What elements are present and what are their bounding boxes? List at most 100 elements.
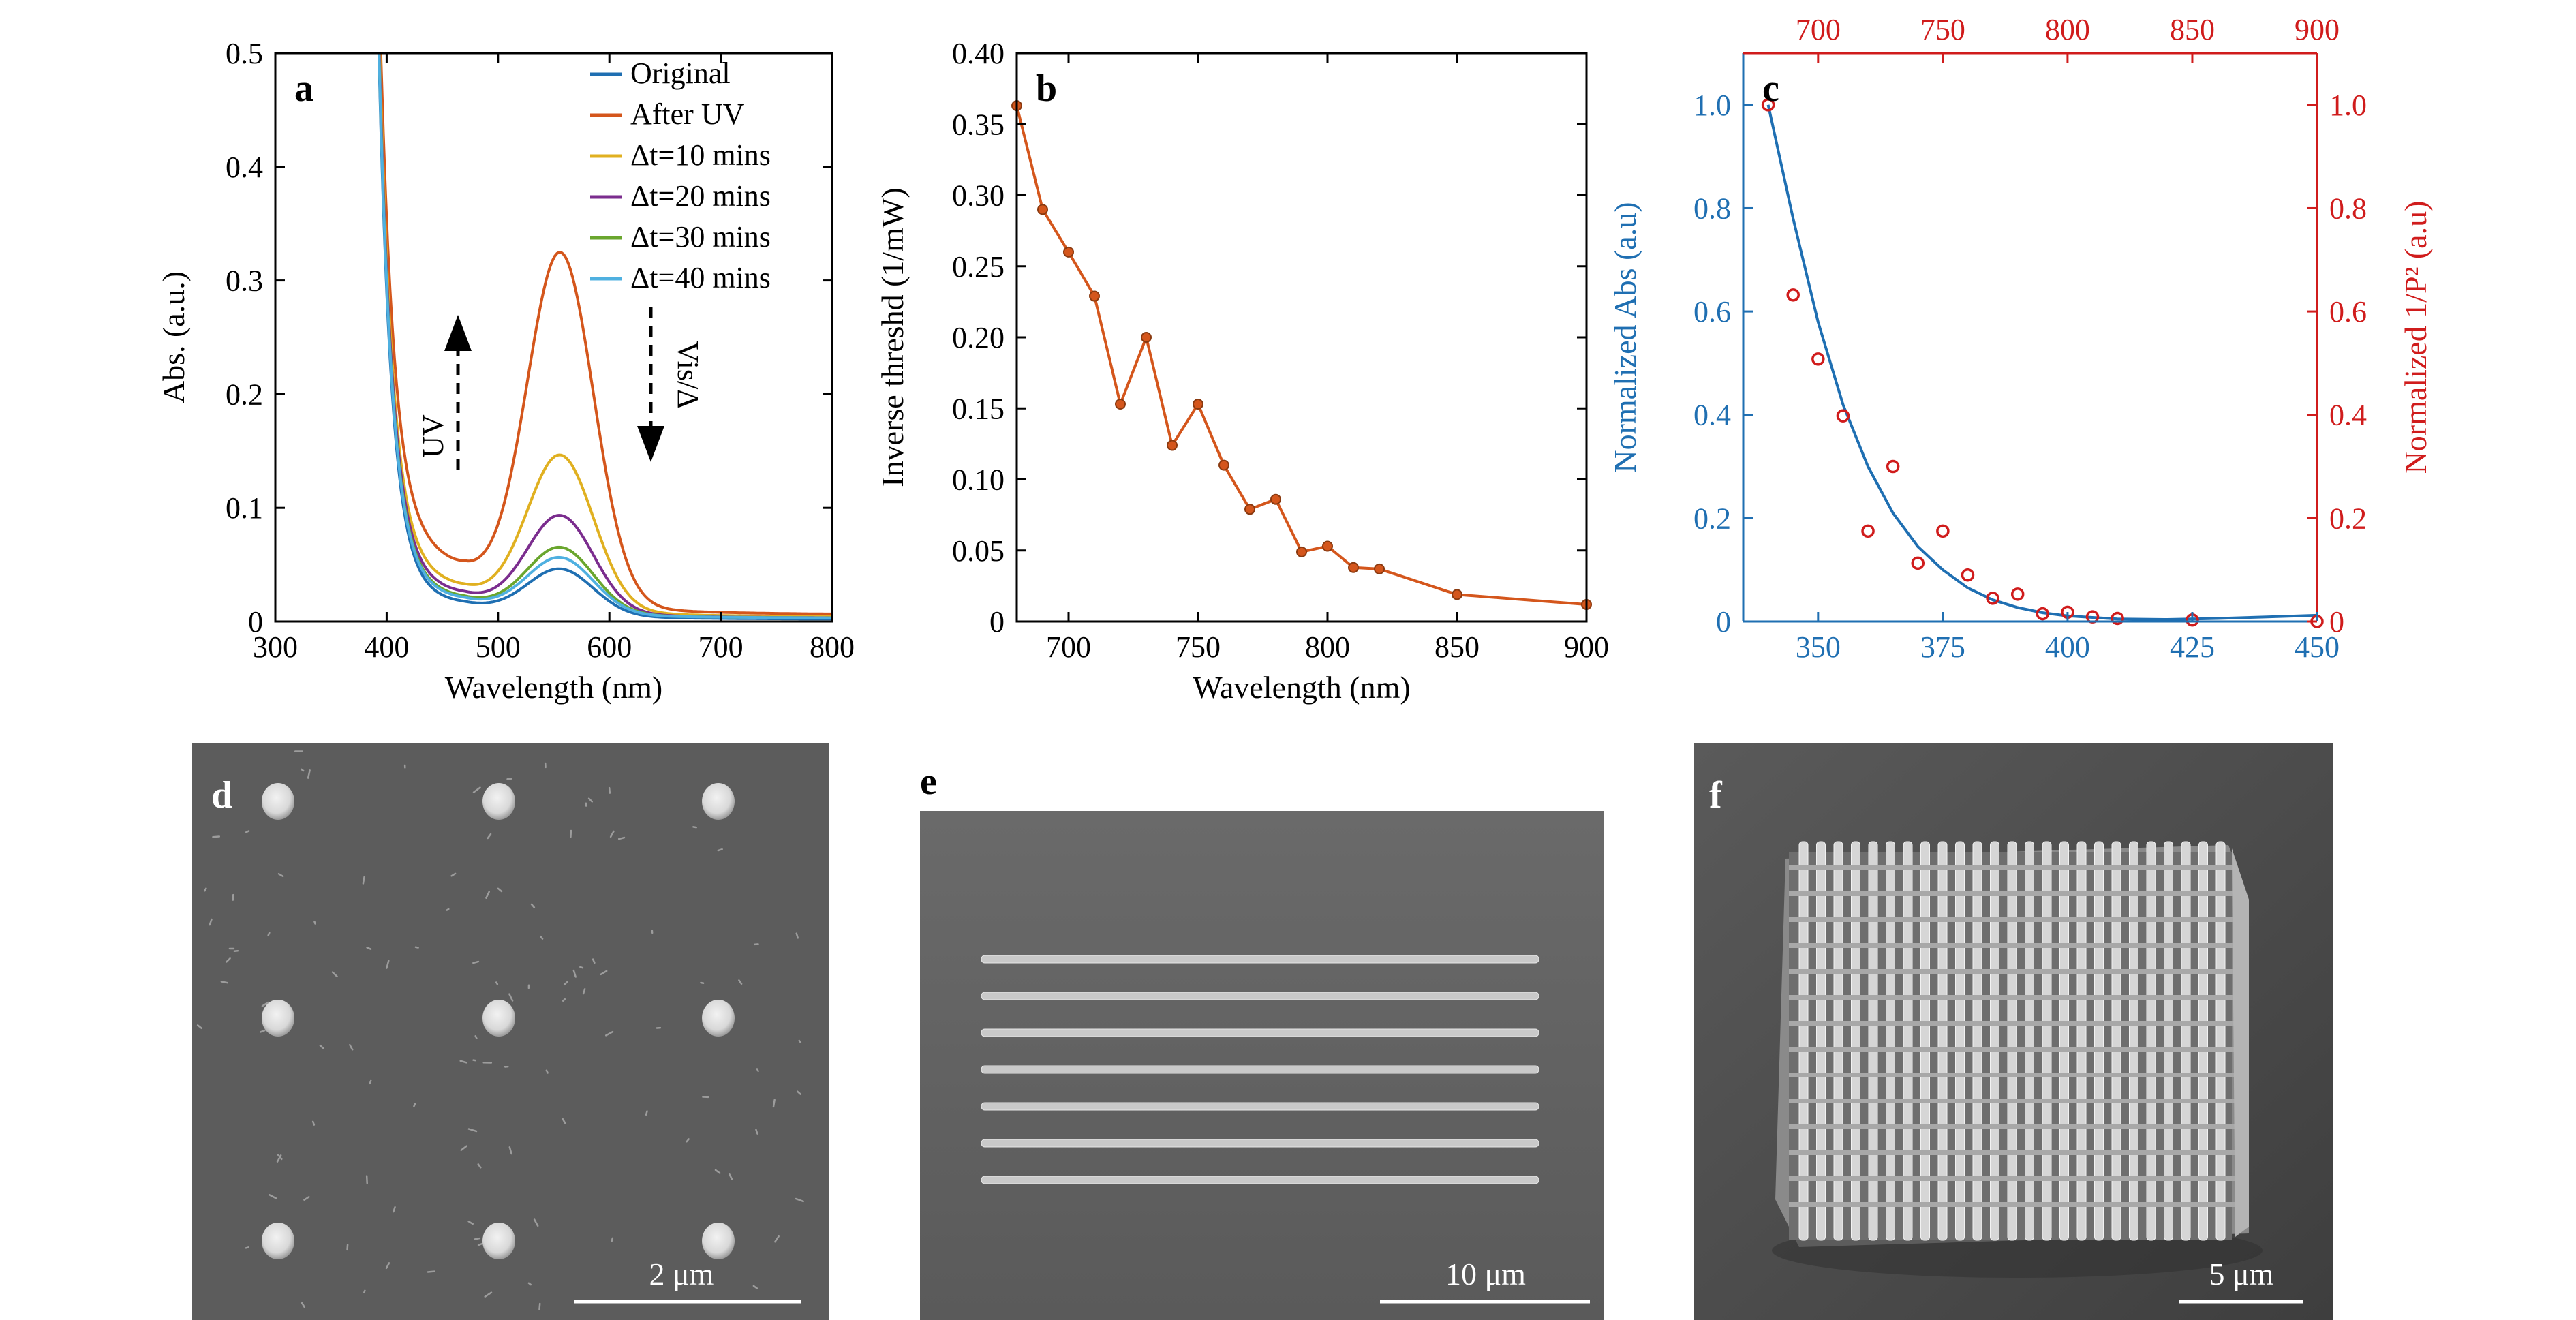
- y-tick-label-a: 0.5: [226, 37, 263, 70]
- y-tick-label-b: 0.10: [952, 463, 1005, 497]
- x-tick-label-c-bottom: 350: [1796, 630, 1841, 664]
- sem-speck: [717, 848, 723, 852]
- x-tick-label-b: 800: [1305, 630, 1350, 664]
- y-tick-label-c-right: 0.8: [2329, 191, 2367, 225]
- woodpile-rod: [1903, 841, 1913, 1241]
- sem-speck: [261, 1001, 269, 1007]
- panel-label-a: a: [294, 67, 313, 110]
- sem-speck: [212, 835, 221, 838]
- sem-speck: [540, 935, 544, 940]
- x-tick-label-a: 500: [476, 630, 521, 664]
- data-point-c: [1911, 556, 1925, 570]
- woodpile-rod: [2076, 841, 2087, 1241]
- vis-annotation: Vis/Δ: [671, 341, 705, 409]
- sem-speck: [269, 1194, 277, 1199]
- sem-speck: [587, 797, 594, 803]
- sem-speck: [300, 768, 305, 772]
- woodpile-rod: [1798, 841, 1809, 1241]
- sem-speck: [474, 1237, 481, 1240]
- y-tick-label-b: 0: [990, 605, 1005, 639]
- sem-speck: [259, 1029, 266, 1033]
- y-tick-label-c-left: 0.2: [1693, 502, 1731, 535]
- data-point-c: [1861, 524, 1875, 538]
- sem-speck: [220, 981, 229, 984]
- y-tick-label-a: 0.3: [226, 264, 263, 298]
- sem-speck: [459, 1060, 467, 1064]
- sem-speck: [362, 876, 365, 885]
- x-tick-label-b: 850: [1435, 630, 1479, 664]
- woodpile-rod: [2059, 841, 2069, 1241]
- panel-label-d: d: [211, 774, 232, 816]
- sem-speck: [538, 1302, 541, 1310]
- legend-label-a: Original: [630, 57, 731, 90]
- sem-speck: [495, 981, 499, 985]
- sem-image-d: 2 μm d: [192, 743, 829, 1320]
- y-tick-label-a: 0: [248, 605, 263, 639]
- sem-line-feature: [981, 1139, 1539, 1148]
- y-tick-label-c-right: 0.4: [2329, 399, 2367, 432]
- legend-a: Original After UV Δt=10 mins Δt=20 mins Δt=3…: [590, 57, 771, 294]
- chart-b: 700 750 800 850 900 0 0.05 0.10 0.15 0.20 0.25 0.30…: [875, 37, 1609, 705]
- y-axis-label-c-right: Normalized 1/P² (a.u): [2398, 201, 2433, 474]
- woodpile-bar: [1789, 995, 2235, 1000]
- data-point-c: [1886, 459, 1900, 474]
- sem-speck: [582, 988, 586, 995]
- woodpile-bar: [1789, 891, 2235, 896]
- sem-speck: [604, 1030, 614, 1037]
- woodpile-rod: [2007, 841, 2017, 1241]
- sem-pillar-dot: [482, 783, 515, 820]
- data-point-b: [1167, 440, 1178, 451]
- data-point-c: [1961, 568, 1975, 582]
- data-point-c: [1761, 98, 1775, 112]
- legend-label-a: Δt=40 mins: [630, 261, 771, 294]
- x-tick-label-c-top: 900: [2295, 13, 2340, 46]
- chart-a: 300 400 500 600 700 800 0 0.1 0.2 0.3 0.4 0.5 Wavele…: [156, 37, 855, 705]
- y-tick-label-c-right: 0.2: [2329, 502, 2367, 535]
- data-point-c: [2036, 607, 2050, 621]
- vis-arrow: Vis/Δ: [637, 307, 705, 462]
- sem-pillar-dot: [482, 1223, 515, 1259]
- plot-frame-a: [274, 52, 833, 623]
- woodpile-rod: [1851, 841, 1860, 1241]
- y-tick-label-a: 0.2: [226, 378, 263, 411]
- sem-speck: [331, 971, 338, 978]
- data-point-c: [1836, 409, 1850, 423]
- sem-speck: [319, 1044, 324, 1049]
- sem-speck: [798, 1039, 802, 1043]
- woodpile-rod: [2025, 841, 2034, 1241]
- y-tick-label-c-right: 1.0: [2329, 89, 2367, 122]
- sem-speck: [450, 872, 457, 877]
- sem-speck: [497, 887, 503, 893]
- y-tick-label-b: 0.40: [952, 37, 1005, 70]
- sem-pillar-dot: [702, 1000, 735, 1037]
- sem-speck: [592, 958, 596, 964]
- woodpile-rod: [1886, 841, 1895, 1241]
- sem-speck: [487, 833, 492, 840]
- sem-speck: [563, 981, 568, 986]
- x-tick-label-c-bottom: 400: [2045, 630, 2090, 664]
- x-tick-label-c-bottom: 425: [2170, 630, 2215, 664]
- woodpile-rod: [2111, 841, 2121, 1241]
- y-axis-label-a: Abs. (a.u.): [156, 271, 191, 403]
- y-axis-label-b: Inverse threshd (1/mW): [875, 187, 910, 487]
- sem-speck: [245, 830, 250, 833]
- x-tick-label-b: 900: [1564, 630, 1609, 664]
- x-tick-label-c-top: 750: [1920, 13, 1965, 46]
- sem-speck: [756, 1068, 759, 1073]
- sem-speck: [738, 979, 743, 985]
- x-tick-label-a: 600: [587, 630, 632, 664]
- sem-line-feature: [981, 955, 1539, 964]
- sem-speck: [277, 1154, 283, 1161]
- data-point-b: [1322, 540, 1333, 552]
- sem-speck: [413, 1103, 416, 1107]
- spectrum-line: [378, 53, 831, 619]
- scale-label-f: 5 μm: [2209, 1257, 2274, 1291]
- sem-speck: [467, 1128, 478, 1133]
- y-tick-label-c-left: 0.6: [1693, 295, 1731, 328]
- sem-speck: [609, 830, 615, 838]
- sem-line-feature: [981, 1102, 1539, 1111]
- x-tick-label-c-top: 700: [1796, 13, 1841, 46]
- sem-speck: [755, 1129, 758, 1135]
- x-tick-label-a: 400: [364, 630, 409, 664]
- spectrum-line: [378, 53, 831, 619]
